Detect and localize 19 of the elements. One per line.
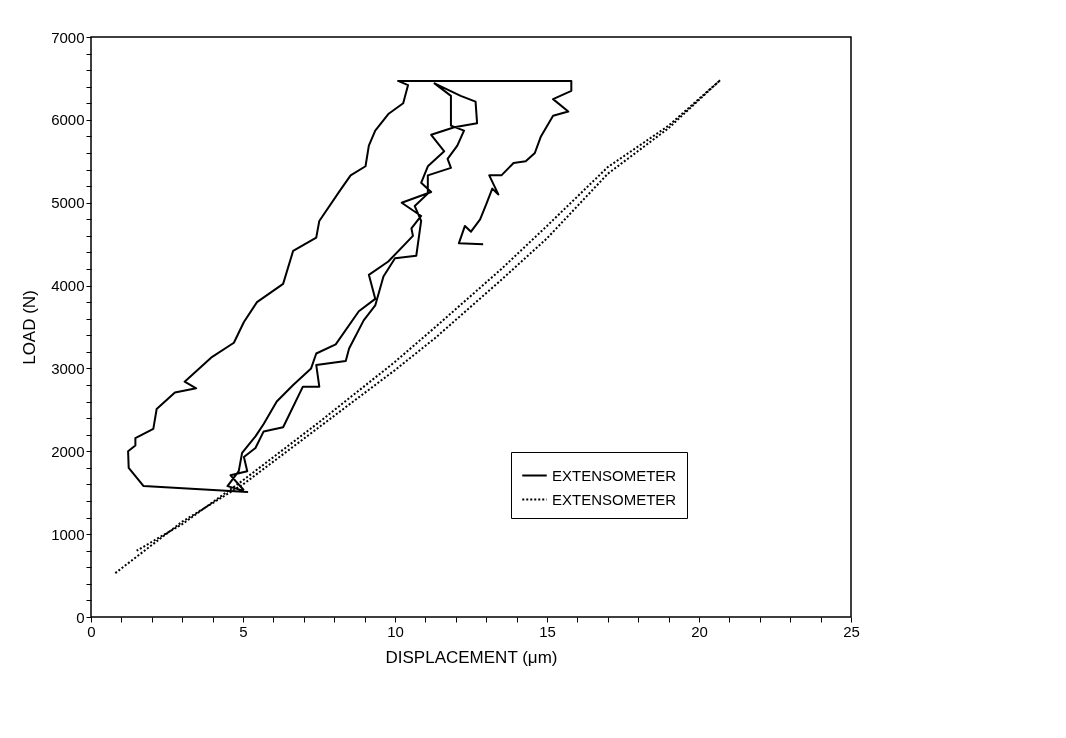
line-series [114,79,722,575]
y-tick-label: 5000 [51,194,85,212]
y-tick-label: 2000 [51,442,85,460]
x-tick-label: 20 [691,622,708,640]
x-tick-label: 5 [239,622,248,640]
x-tick-label: 15 [539,622,556,640]
x-tick-label: 0 [87,622,96,640]
y-tick-label: 6000 [51,111,85,129]
y-tick-label: 3000 [51,359,85,377]
x-tick-label: 10 [387,622,404,640]
legend-label: EXTENSOMETER [552,466,677,484]
legend-label: EXTENSOMETER [552,490,677,508]
y-tick-label: 0 [76,608,85,626]
y-tick-label: 7000 [51,28,85,46]
y-axis-title: LOAD (N) [20,290,40,365]
y-tick-label: 4000 [51,277,85,295]
x-tick-label: 25 [843,622,860,640]
x-axis-title: DISPLACEMENT (μm) [385,647,558,667]
y-tick-label: 1000 [51,525,85,543]
